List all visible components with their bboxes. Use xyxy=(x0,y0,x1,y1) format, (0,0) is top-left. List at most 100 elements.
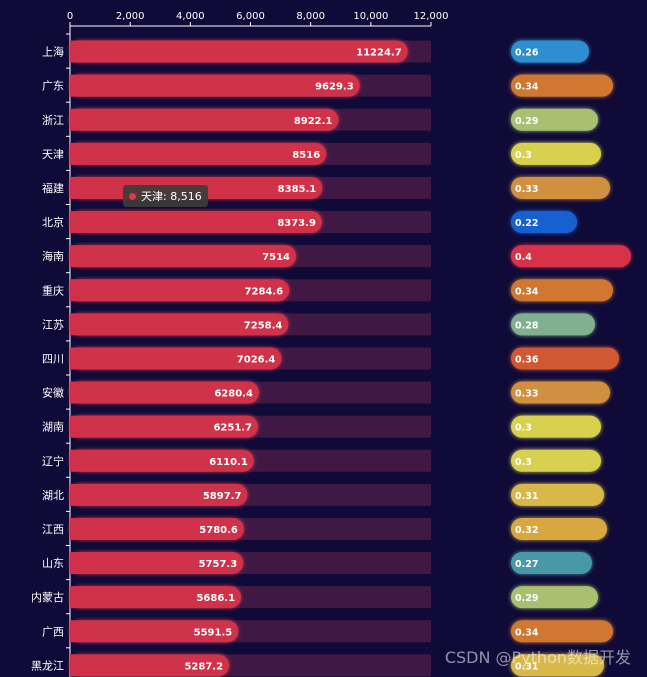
chart-tooltip: 天津: 8,516 xyxy=(123,185,208,207)
ratio-bar xyxy=(511,415,601,438)
ratio-label: 0.27 xyxy=(515,559,538,570)
ratio-bar xyxy=(511,483,604,506)
value-bar-left xyxy=(70,415,81,438)
ratio-bar xyxy=(511,176,610,199)
value-label: 9629.3 xyxy=(315,82,354,93)
x-tick-label: 12,000 xyxy=(414,11,449,22)
value-bar-left xyxy=(70,449,81,472)
ratio-label: 0.29 xyxy=(515,593,538,604)
ratio-label: 0.26 xyxy=(515,48,539,59)
x-tick-label: 2,000 xyxy=(116,11,145,22)
value-label: 5686.1 xyxy=(196,593,235,604)
category-label: 上海 xyxy=(42,45,64,59)
value-bar-left xyxy=(70,142,81,165)
value-bar xyxy=(70,620,239,643)
ratio-bar xyxy=(511,313,595,336)
category-label: 北京 xyxy=(42,215,64,229)
ratio-label: 0.34 xyxy=(515,82,539,93)
value-label: 11224.7 xyxy=(356,48,402,59)
x-tick-label: 0 xyxy=(67,11,73,22)
value-bar-left xyxy=(70,108,81,131)
x-tick-label: 10,000 xyxy=(353,11,388,22)
ratio-bar xyxy=(511,347,619,370)
value-bar xyxy=(70,586,242,609)
category-label: 福建 xyxy=(42,181,64,195)
ratio-label: 0.36 xyxy=(515,354,539,365)
value-label: 7026.4 xyxy=(237,354,276,365)
value-bar-left xyxy=(70,74,81,97)
value-bar-left xyxy=(70,552,81,575)
category-label: 广西 xyxy=(42,625,64,638)
value-bar xyxy=(70,313,289,336)
category-label: 海南 xyxy=(42,249,64,263)
category-label: 内蒙古 xyxy=(31,590,64,604)
ratio-label: 0.22 xyxy=(515,218,538,229)
value-bar-left xyxy=(70,279,81,302)
value-label: 6110.1 xyxy=(209,457,248,468)
value-bar xyxy=(70,211,322,234)
ratio-bar xyxy=(511,74,613,97)
value-bar xyxy=(70,142,327,165)
category-label: 浙江 xyxy=(42,114,64,127)
category-label: 安徽 xyxy=(42,386,64,400)
value-bar-left xyxy=(70,586,81,609)
value-bar-left xyxy=(70,381,81,404)
ratio-bar xyxy=(511,552,592,575)
value-bar xyxy=(70,517,244,540)
watermark: CSDN @Python数据开发 xyxy=(444,648,631,667)
x-tick-label: 6,000 xyxy=(236,11,265,22)
x-tick-label: 4,000 xyxy=(176,11,205,22)
value-bar xyxy=(70,245,297,268)
value-label: 8385.1 xyxy=(278,184,317,195)
ratio-label: 0.3 xyxy=(515,423,532,434)
value-bar-left xyxy=(70,654,81,677)
value-label: 6251.7 xyxy=(213,423,252,434)
value-bar xyxy=(70,108,339,131)
ratio-label: 0.31 xyxy=(515,491,538,502)
ratio-label: 0.32 xyxy=(515,525,538,536)
ratio-bar xyxy=(511,654,604,677)
category-label: 黑龙江 xyxy=(31,659,64,672)
ratio-bar xyxy=(511,586,598,609)
value-bar-left xyxy=(70,620,81,643)
tooltip-dot-icon xyxy=(129,192,136,200)
value-bar-left xyxy=(70,313,81,336)
category-label: 湖南 xyxy=(42,421,64,434)
ratio-bar xyxy=(511,620,613,643)
value-bar-left xyxy=(70,347,81,370)
value-bar-left xyxy=(70,176,81,199)
ratio-label: 0.34 xyxy=(515,286,539,297)
value-bar xyxy=(70,654,230,677)
value-label: 7514 xyxy=(262,252,290,263)
category-label: 辽宁 xyxy=(42,454,64,468)
value-label: 7284.6 xyxy=(245,286,284,297)
ratio-bar xyxy=(511,279,613,302)
value-label: 5897.7 xyxy=(203,491,242,502)
value-label: 5287.2 xyxy=(184,661,223,672)
ratio-label: 0.33 xyxy=(515,389,538,400)
value-bar xyxy=(70,279,290,302)
ratio-bar xyxy=(511,211,577,234)
category-label: 湖北 xyxy=(42,489,64,502)
category-label: 天津 xyxy=(42,148,64,161)
value-bar-left xyxy=(70,245,81,268)
category-label: 四川 xyxy=(42,352,64,365)
tooltip-text: 天津: 8,516 xyxy=(141,190,202,203)
value-bar xyxy=(70,381,259,404)
ratio-bar xyxy=(511,142,601,165)
x-tick-label: 8,000 xyxy=(296,11,325,22)
value-bar xyxy=(70,74,360,97)
ratio-label: 0.29 xyxy=(515,116,538,127)
category-label: 江苏 xyxy=(42,318,64,331)
value-bar-left xyxy=(70,517,81,540)
ratio-label: 0.3 xyxy=(515,150,532,161)
value-label: 5757.3 xyxy=(199,559,238,570)
ratio-bar xyxy=(511,108,598,131)
ratio-label: 0.33 xyxy=(515,184,538,195)
value-label: 5591.5 xyxy=(194,627,233,638)
ratio-bar xyxy=(511,40,589,63)
ratio-bar xyxy=(511,449,601,472)
value-bar-left xyxy=(70,211,81,234)
